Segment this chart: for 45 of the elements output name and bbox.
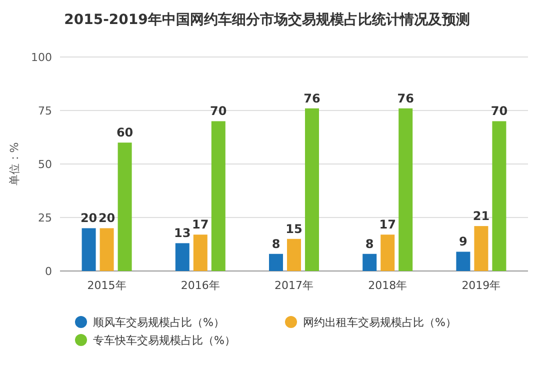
data-label: 70	[490, 104, 508, 118]
bar	[398, 108, 413, 271]
bar	[175, 243, 190, 271]
data-label: 13	[174, 226, 191, 240]
bar	[193, 234, 208, 271]
data-label: 20	[98, 211, 116, 226]
bar	[474, 226, 488, 271]
data-label: 76	[304, 91, 320, 106]
y-axis-title: 单位：%	[8, 142, 21, 186]
bar	[362, 254, 377, 271]
bar	[269, 254, 283, 271]
chart-title: 2015-2019年中国网约车细分市场交易规模占比统计情况及预测	[64, 11, 470, 28]
x-tick-label: 2018年	[368, 279, 408, 292]
data-label: 17	[192, 218, 209, 232]
data-label: 20	[80, 211, 98, 226]
data-label: 17	[379, 218, 396, 232]
data-label: 8	[365, 236, 374, 251]
legend-label: 专车快车交易规模占比（%）	[93, 334, 236, 347]
y-tick-label: 75	[38, 104, 52, 118]
bar	[287, 238, 301, 271]
y-tick-label: 0	[45, 265, 52, 278]
legend-label: 顺风车交易规模占比（%）	[93, 316, 224, 329]
data-label: 9	[459, 234, 468, 249]
bar	[118, 142, 132, 271]
bar	[305, 108, 319, 271]
bar	[211, 121, 226, 271]
bar	[82, 228, 96, 271]
y-tick-label: 50	[38, 158, 52, 171]
data-label: 21	[472, 209, 490, 224]
legend-label: 网约出租车交易规模占比（%）	[303, 316, 456, 329]
data-label: 76	[397, 91, 414, 106]
y-tick-label: 25	[38, 212, 52, 224]
x-tick-label: 2015年	[87, 279, 126, 292]
x-tick-label: 2019年	[462, 279, 501, 292]
bar	[492, 121, 506, 271]
data-label: 70	[210, 104, 227, 118]
y-tick-label: 100	[31, 51, 52, 64]
x-tick-label: 2017年	[274, 279, 314, 292]
data-label: 8	[272, 236, 280, 251]
bar	[456, 252, 470, 271]
data-label: 60	[116, 126, 134, 140]
bar	[100, 228, 114, 271]
x-tick-label: 2016年	[180, 279, 220, 292]
bar	[380, 234, 395, 271]
data-label: 15	[286, 222, 302, 236]
